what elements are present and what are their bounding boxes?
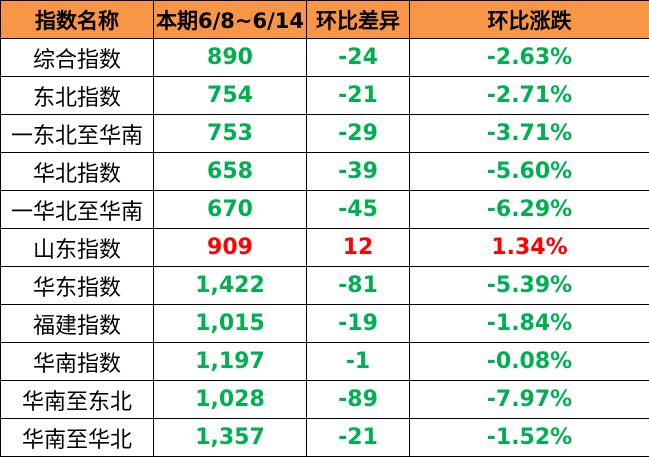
index-diff: -1 — [306, 342, 410, 381]
index-pct: -2.71% — [409, 76, 649, 115]
index-name: 华北指数 — [0, 152, 154, 191]
index-name: 一华北至华南 — [0, 190, 154, 229]
index-diff: 12 — [306, 228, 410, 267]
index-pct: -6.29% — [409, 190, 649, 229]
table-row: 东北指数 754 -21 -2.71% — [0, 76, 649, 115]
index-pct: 1.34% — [409, 228, 649, 267]
table-row: 华东指数 1,422 -81 -5.39% — [0, 266, 649, 305]
index-value: 754 — [153, 76, 307, 115]
index-pct: -2.63% — [409, 38, 649, 77]
index-pct: -0.08% — [409, 342, 649, 381]
index-value: 890 — [153, 38, 307, 77]
table-row: 华北指数 658 -39 -5.60% — [0, 152, 649, 191]
index-value: 1,015 — [153, 304, 307, 343]
index-value: 1,028 — [153, 380, 307, 419]
index-value: 909 — [153, 228, 307, 267]
table-row: 一东北至华南 753 -29 -3.71% — [0, 114, 649, 153]
index-pct: -1.84% — [409, 304, 649, 343]
index-name: 华南指数 — [0, 342, 154, 381]
table-row: 华南至华北 1,357 -21 -1.52% — [0, 418, 649, 457]
index-name: 一东北至华南 — [0, 114, 154, 153]
header-current: 本期6/8~6/14 — [153, 0, 307, 39]
index-pct: -3.71% — [409, 114, 649, 153]
index-diff: -39 — [306, 152, 410, 191]
header-name: 指数名称 — [0, 0, 154, 39]
index-diff: -89 — [306, 380, 410, 419]
table-row: 华南至东北 1,028 -89 -7.97% — [0, 380, 649, 419]
table-row: 山东指数 909 12 1.34% — [0, 228, 649, 267]
index-diff: -21 — [306, 76, 410, 115]
index-value: 1,357 — [153, 418, 307, 457]
header-pct: 环比涨跌 — [409, 0, 649, 39]
index-pct: -1.52% — [409, 418, 649, 457]
index-diff: -21 — [306, 418, 410, 457]
index-pct: -5.39% — [409, 266, 649, 305]
index-diff: -24 — [306, 38, 410, 77]
index-value: 658 — [153, 152, 307, 191]
header-diff: 环比差异 — [306, 0, 410, 39]
index-diff: -81 — [306, 266, 410, 305]
index-name: 山东指数 — [0, 228, 154, 267]
table-row: 综合指数 890 -24 -2.63% — [0, 38, 649, 77]
index-name: 华南至华北 — [0, 418, 154, 457]
index-value: 1,197 — [153, 342, 307, 381]
index-name: 东北指数 — [0, 76, 154, 115]
index-diff: -19 — [306, 304, 410, 343]
table-row: 福建指数 1,015 -19 -1.84% — [0, 304, 649, 343]
header-row: 指数名称 本期6/8~6/14 环比差异 环比涨跌 — [0, 0, 649, 39]
index-name: 福建指数 — [0, 304, 154, 343]
table-row: 华南指数 1,197 -1 -0.08% — [0, 342, 649, 381]
index-name: 华东指数 — [0, 266, 154, 305]
index-diff: -45 — [306, 190, 410, 229]
table-row: 一华北至华南 670 -45 -6.29% — [0, 190, 649, 229]
index-name: 综合指数 — [0, 38, 154, 77]
index-value: 670 — [153, 190, 307, 229]
index-pct: -7.97% — [409, 380, 649, 419]
index-value: 1,422 — [153, 266, 307, 305]
index-pct: -5.60% — [409, 152, 649, 191]
index-diff: -29 — [306, 114, 410, 153]
index-value: 753 — [153, 114, 307, 153]
index-name: 华南至东北 — [0, 380, 154, 419]
